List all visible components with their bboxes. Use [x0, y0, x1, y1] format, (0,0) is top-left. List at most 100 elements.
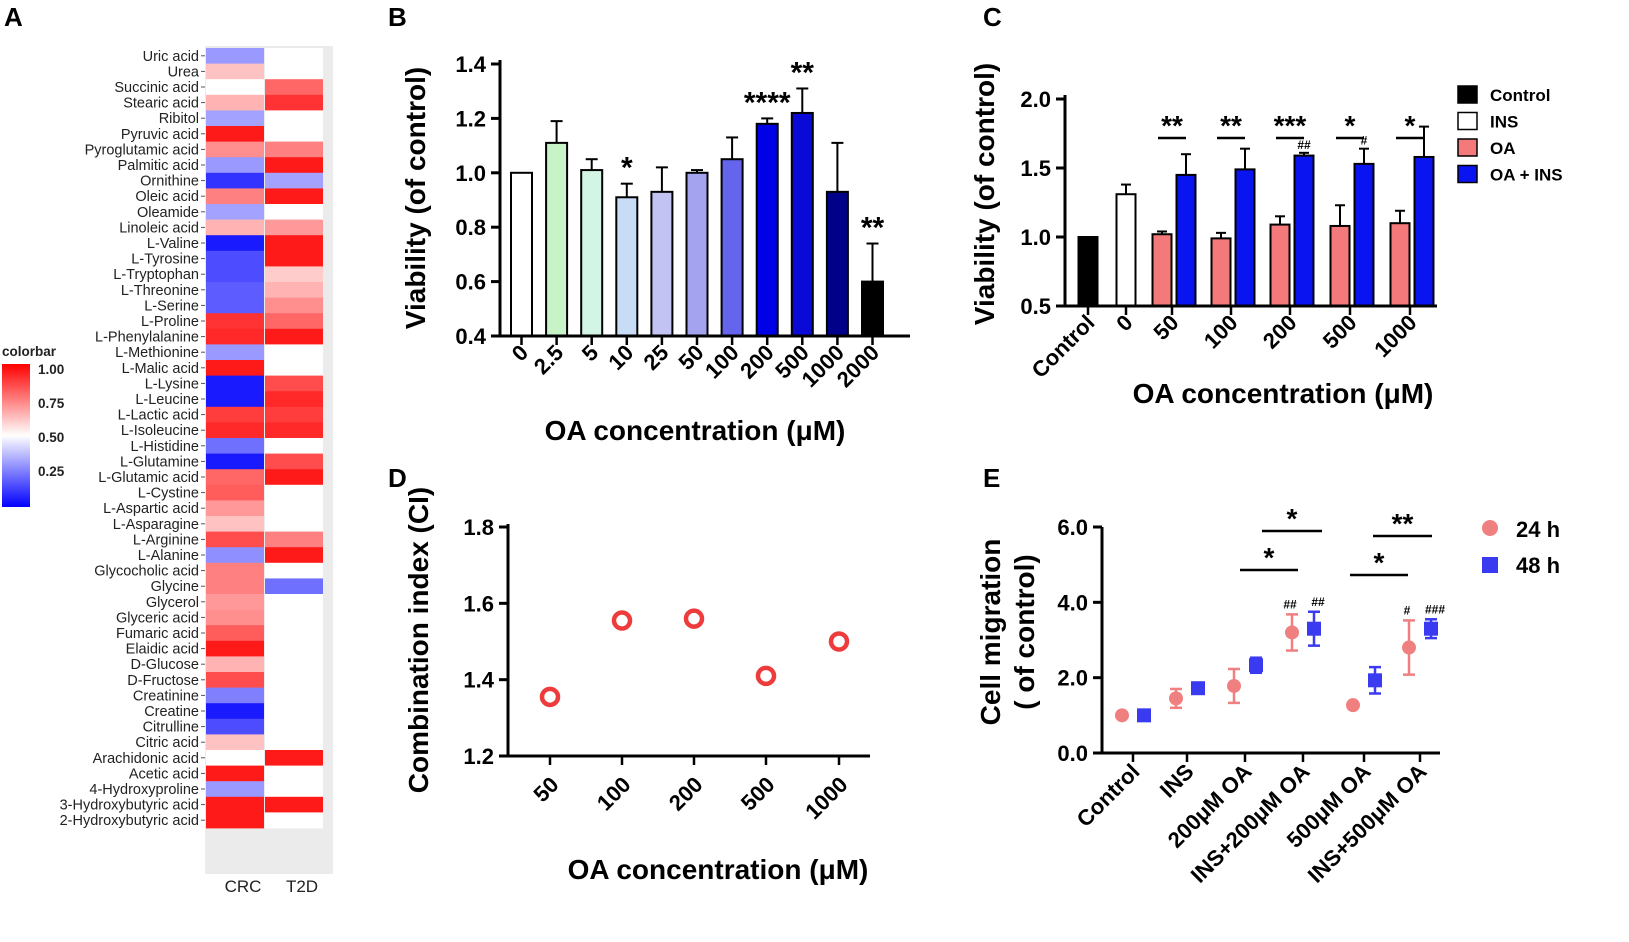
- hash-marker: ##: [1297, 138, 1311, 152]
- heatmap-cell: [265, 531, 323, 548]
- heatmap-cell: [265, 625, 323, 642]
- heatmap-cell: [206, 594, 264, 610]
- heatmap-cell: [206, 438, 264, 454]
- bar: [510, 171, 533, 337]
- heatmap-cell: [206, 63, 264, 80]
- x-tick-label: 500: [736, 772, 780, 816]
- y-tick-label: 2.0: [1057, 666, 1088, 691]
- heatmap-cell: [265, 328, 323, 345]
- heatmap-cell: [265, 469, 323, 486]
- heatmap-column-label-crc: CRC: [225, 877, 262, 896]
- data-point: [1346, 698, 1360, 713]
- significance-marker: **: [861, 212, 885, 245]
- hash-marker: ###: [1425, 602, 1445, 616]
- heatmap-cell: [265, 204, 323, 220]
- data-point: [611, 610, 633, 631]
- y-axis-title-line-1: Cell migration: [975, 539, 1006, 726]
- significance-marker: *: [1264, 542, 1275, 573]
- heatmap-cell: [265, 110, 323, 127]
- heatmap-cell: [206, 48, 264, 64]
- heatmap-cell: [265, 282, 323, 298]
- heatmap-row-label: Oleic acid: [135, 189, 199, 205]
- y-axis-ticks: 0.4 0.6 0.8 1.0 1.2 1.4: [455, 52, 500, 349]
- y-tick-label: 1.0: [1020, 225, 1051, 250]
- heatmap-cell: [265, 484, 323, 501]
- heatmap-cell: [206, 796, 264, 813]
- y-tick-label: 1.2: [463, 744, 494, 769]
- heatmap-row-label: L-Aspartic acid: [103, 501, 199, 517]
- data-point: [539, 686, 561, 708]
- heatmap-row-label: L-Cystine: [138, 486, 199, 502]
- heatmap-cell: [206, 375, 264, 392]
- x-axis-ticks: Control 0 50 100 200 500 1000: [1027, 306, 1422, 383]
- heatmap-row-label: 4-Hydroxyproline: [89, 782, 199, 798]
- y-tick-label: 0.6: [455, 270, 486, 295]
- y-tick-label: 1.6: [463, 591, 494, 616]
- y-axis-ticks: 1.2 1.4 1.6 1.8: [463, 515, 508, 769]
- bar: [1115, 193, 1137, 307]
- heatmap-row-label: Glycocholic acid: [94, 564, 199, 580]
- heatmap-cell: [206, 703, 264, 720]
- heatmap-cell: [206, 687, 264, 704]
- bar: [1269, 223, 1291, 307]
- heatmap-row-label: L-Alanine: [138, 548, 199, 564]
- heatmap-cell: [265, 687, 323, 704]
- colorbar-title: colorbar: [2, 344, 57, 359]
- heatmap-cell: [265, 172, 323, 189]
- heatmap-row-label: Elaidic acid: [126, 642, 199, 658]
- y-axis-ticks: 0.5 1.0 1.5 2.0: [1020, 87, 1065, 319]
- y-axis-title: Viability (of control): [400, 67, 431, 329]
- cell-migration-chart: 0.02.04.06.0 ## ### ###***** Control INS200…: [975, 503, 1560, 888]
- data-point: [1115, 708, 1129, 723]
- x-tick-label: 200: [664, 772, 708, 816]
- heatmap-row-label: Ornithine: [140, 174, 199, 190]
- data-point: [828, 631, 850, 652]
- data-point: [755, 665, 777, 687]
- heatmap-cell: [206, 812, 264, 829]
- legend-swatch: [1457, 164, 1478, 184]
- heatmap-row-label: 2-Hydroxybutyric acid: [60, 813, 199, 829]
- bar: [545, 141, 569, 337]
- y-axis-title-line-2: ( of control): [1009, 554, 1040, 710]
- heatmap-row-label: Urea: [168, 64, 200, 80]
- data-point: [683, 608, 705, 629]
- x-tick-label: 200: [1258, 310, 1302, 354]
- y-axis-ticks: 0.0 2.0 4.0 6.0: [1057, 515, 1102, 766]
- heatmap-cell: [265, 235, 323, 252]
- y-tick-label: 1.4: [455, 52, 486, 77]
- heatmap-row-label: L-Valine: [147, 236, 199, 252]
- heatmap-cell: [206, 656, 264, 673]
- bar: [861, 280, 884, 338]
- colorbar-tick-label: 1.00: [38, 362, 64, 377]
- heatmap-row-label: L-Lysine: [145, 376, 199, 392]
- y-tick-label: 1.2: [455, 106, 486, 131]
- heatmap-cell: [265, 562, 323, 579]
- bar: [1353, 162, 1375, 307]
- heatmap-cell: [265, 765, 323, 782]
- heatmap-cell: [265, 126, 323, 142]
- heatmap-row-label: L-Arginine: [133, 532, 199, 548]
- significance-marker: **: [1220, 110, 1242, 141]
- heatmap-row-label: Acetic acid: [129, 766, 199, 782]
- heatmap-row-label: L-Glutamine: [120, 454, 199, 470]
- significance-marker: ***: [1274, 110, 1307, 141]
- heatmap-cell: [265, 406, 323, 423]
- heatmap-cell: [265, 609, 323, 626]
- heatmap-cell: [206, 141, 264, 158]
- heatmap-cell: [265, 250, 323, 267]
- heatmap-cell: [206, 360, 264, 376]
- heatmap-cell: [206, 609, 264, 626]
- heatmap-row-label: Creatinine: [133, 688, 199, 704]
- bar: [580, 169, 604, 337]
- heatmap-row-label: Linoleic acid: [119, 220, 199, 236]
- heatmap-cell: [265, 63, 323, 80]
- y-tick-label: 1.5: [1020, 156, 1051, 181]
- heatmap-cell: [265, 360, 323, 376]
- heatmap-cell: [206, 640, 264, 657]
- legend-swatch: [1457, 111, 1478, 131]
- x-axis-title: OA concentration (μM): [568, 854, 869, 885]
- heatmap-row-label: Uric acid: [143, 49, 199, 65]
- heatmap-cell: [265, 547, 323, 564]
